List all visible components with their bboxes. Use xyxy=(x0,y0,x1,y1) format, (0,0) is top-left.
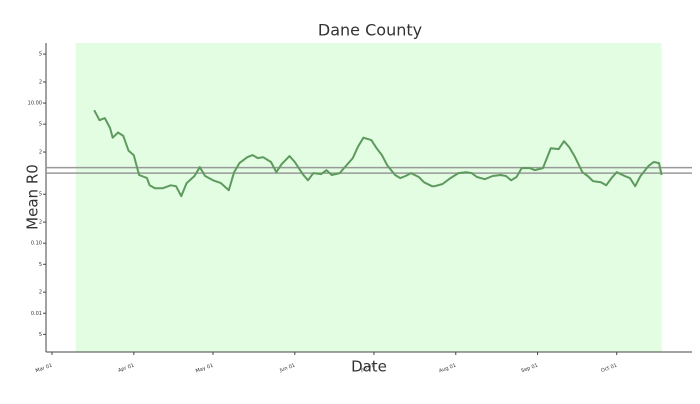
y-tick-label: 2 xyxy=(39,220,42,226)
x-tick-label: Mar 01 xyxy=(35,363,53,375)
y-tick-label: 5 xyxy=(39,262,42,268)
x-tick-label: Oct 01 xyxy=(600,363,618,374)
y-tick-label: 2 xyxy=(39,79,42,85)
y-tick-label: 0.01 xyxy=(31,311,42,317)
chart-title: Dane County xyxy=(318,21,422,40)
y-tick-label: 10.00 xyxy=(28,101,42,107)
x-tick-label: Jun 01 xyxy=(278,363,296,374)
x-tick-label: Aug 01 xyxy=(438,363,457,375)
x-tick-label: Apr 01 xyxy=(117,363,135,374)
y-axis-label: Mean R0 xyxy=(24,164,42,230)
x-tick-label: Sep 01 xyxy=(520,363,538,375)
y-tick-label: 5 xyxy=(39,332,42,338)
x-tick-label: May 01 xyxy=(195,363,214,375)
y-tick-label: 5 xyxy=(39,122,42,128)
highlight-region xyxy=(75,43,662,352)
series-line xyxy=(93,109,663,198)
y-tick-label: 2 xyxy=(39,150,42,156)
y-tick-label: 0.10 xyxy=(31,241,42,247)
y-tick-label: 2 xyxy=(39,290,42,296)
x-tick-label: Jul 01 xyxy=(359,363,375,374)
x-axis-label: Date xyxy=(351,358,387,376)
y-tick-label: 5 xyxy=(39,192,42,198)
y-tick-label: 5 xyxy=(39,52,42,58)
